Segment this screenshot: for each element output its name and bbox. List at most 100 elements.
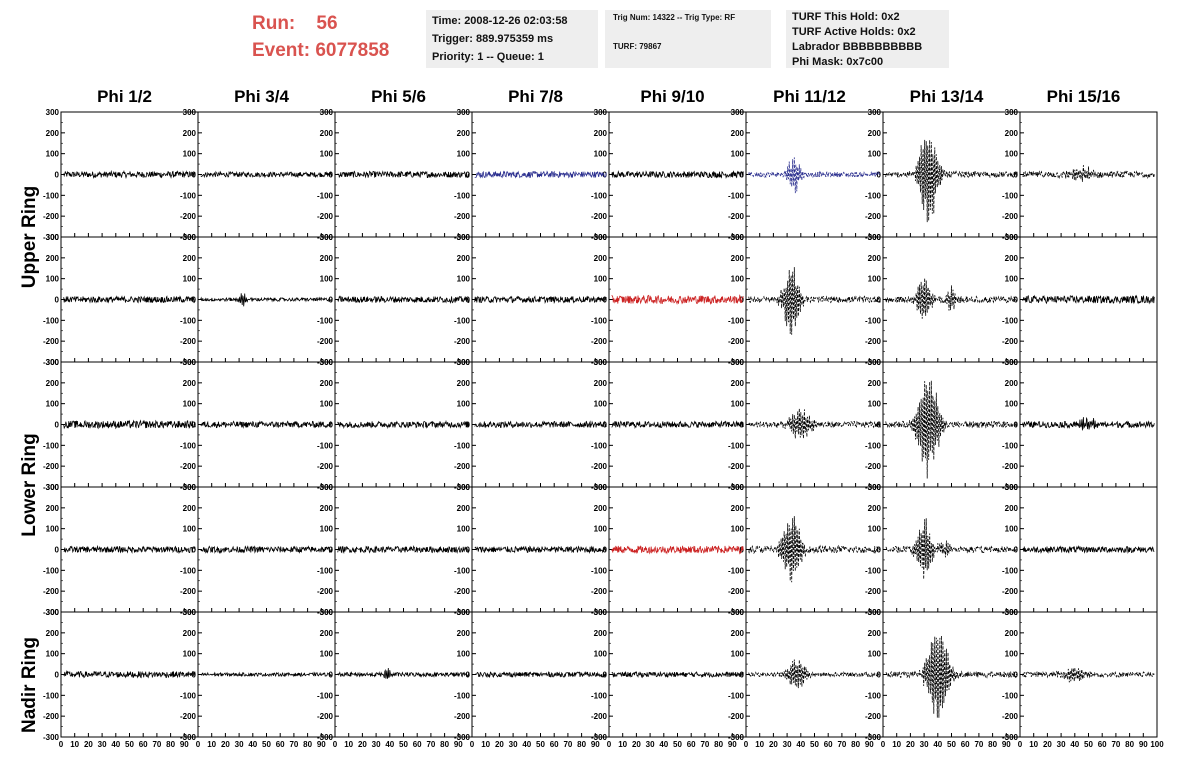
x-tick-label: 60	[687, 740, 696, 749]
y-tick-label: 200	[868, 629, 882, 638]
y-tick-label: -200	[317, 212, 334, 221]
y-tick-label: 200	[183, 504, 197, 513]
y-tick-label: 300	[731, 108, 745, 117]
waveform-trace	[63, 669, 196, 679]
y-tick-label: -100	[180, 691, 197, 700]
waveform-trace	[474, 671, 607, 679]
y-tick-label: -200	[43, 712, 60, 721]
y-tick-label: -200	[728, 212, 745, 221]
y-tick-label: -200	[728, 462, 745, 471]
y-tick-label: 300	[1005, 233, 1019, 242]
waveform-trace	[748, 516, 881, 583]
x-tick-label: 30	[509, 740, 518, 749]
y-tick-label: -200	[180, 587, 197, 596]
y-tick-label: -200	[591, 587, 608, 596]
y-tick-label: 100	[46, 275, 60, 284]
y-tick-label: 100	[457, 150, 471, 159]
x-tick-label: 10	[1029, 740, 1038, 749]
x-tick-label: 70	[974, 740, 983, 749]
waveform-trace	[885, 518, 1018, 580]
x-tick-label: 40	[659, 740, 668, 749]
y-tick-label: 300	[1005, 108, 1019, 117]
x-tick-label: 60	[1098, 740, 1107, 749]
x-tick-label: 0	[881, 740, 886, 749]
y-tick-label: 0	[192, 546, 197, 555]
y-tick-label: 200	[1005, 129, 1019, 138]
y-tick-label: -300	[865, 733, 882, 742]
y-tick-label: -100	[317, 691, 334, 700]
x-tick-label: 80	[851, 740, 860, 749]
column-header-phi-1-2: Phi 1/2	[97, 87, 152, 106]
y-tick-label: 100	[320, 650, 334, 659]
y-tick-label: 300	[320, 108, 334, 117]
y-tick-label: 200	[1005, 504, 1019, 513]
y-tick-label: 0	[329, 546, 334, 555]
y-tick-label: -300	[591, 733, 608, 742]
y-tick-label: -200	[43, 587, 60, 596]
y-tick-label: 0	[877, 546, 882, 555]
x-tick-label: 0	[59, 740, 64, 749]
x-tick-label: 60	[276, 740, 285, 749]
y-tick-label: 100	[320, 275, 334, 284]
y-tick-label: 100	[731, 525, 745, 534]
y-tick-label: -100	[591, 191, 608, 200]
waveform-trace	[63, 295, 196, 304]
waveform-trace	[611, 170, 744, 179]
x-tick-label: 30	[235, 740, 244, 749]
y-tick-label: -100	[865, 566, 882, 575]
y-tick-label: 200	[731, 629, 745, 638]
y-tick-label: 0	[55, 671, 60, 680]
y-tick-label: 200	[320, 254, 334, 263]
y-tick-label: -200	[865, 587, 882, 596]
y-tick-label: 100	[1005, 400, 1019, 409]
y-tick-label: -200	[454, 712, 471, 721]
y-tick-label: -300	[43, 483, 60, 492]
column-header-phi-9-10: Phi 9/10	[640, 87, 705, 106]
x-tick-label: 50	[673, 740, 682, 749]
y-tick-label: 300	[183, 608, 197, 617]
y-tick-label: 100	[183, 525, 197, 534]
y-tick-label: -100	[865, 316, 882, 325]
y-tick-label: -100	[43, 316, 60, 325]
x-tick-label: 0	[607, 740, 612, 749]
column-header-phi-5-6: Phi 5/6	[371, 87, 426, 106]
waveform-trace	[337, 545, 470, 555]
y-tick-label: -200	[591, 462, 608, 471]
y-tick-label: 200	[46, 379, 60, 388]
x-tick-label: 80	[303, 740, 312, 749]
y-tick-label: 100	[868, 275, 882, 284]
y-tick-label: 200	[731, 254, 745, 263]
waveform-trace	[63, 419, 196, 430]
x-tick-label: 70	[700, 740, 709, 749]
y-tick-label: 300	[320, 233, 334, 242]
y-tick-label: 0	[55, 296, 60, 305]
y-tick-label: -100	[317, 441, 334, 450]
column-header-phi-13-14: Phi 13/14	[909, 87, 984, 106]
y-tick-label: -200	[180, 462, 197, 471]
x-tick-label: 50	[947, 740, 956, 749]
y-tick-label: 200	[457, 379, 471, 388]
y-tick-label: -200	[865, 712, 882, 721]
y-tick-label: -100	[591, 441, 608, 450]
y-tick-label: 200	[46, 254, 60, 263]
y-tick-label: 100	[320, 150, 334, 159]
y-tick-label: 200	[868, 129, 882, 138]
x-tick-label: 90	[591, 740, 600, 749]
y-tick-label: 0	[55, 171, 60, 180]
x-tick-label: 70	[837, 740, 846, 749]
y-tick-label: -300	[454, 733, 471, 742]
x-tick-label: 40	[933, 740, 942, 749]
y-tick-label: 100	[731, 650, 745, 659]
turf-active-line: TURF Active Holds: 0x2	[792, 26, 916, 38]
event-value: 6077858	[315, 40, 390, 61]
x-tick-label: 50	[810, 740, 819, 749]
y-tick-label: 300	[868, 608, 882, 617]
y-tick-label: -200	[180, 212, 197, 221]
y-tick-label: 300	[868, 358, 882, 367]
x-tick-label: 40	[248, 740, 257, 749]
y-tick-label: 0	[740, 171, 745, 180]
y-tick-label: -100	[728, 316, 745, 325]
y-tick-label: 300	[1005, 358, 1019, 367]
x-tick-label: 80	[440, 740, 449, 749]
y-tick-label: -100	[180, 191, 197, 200]
